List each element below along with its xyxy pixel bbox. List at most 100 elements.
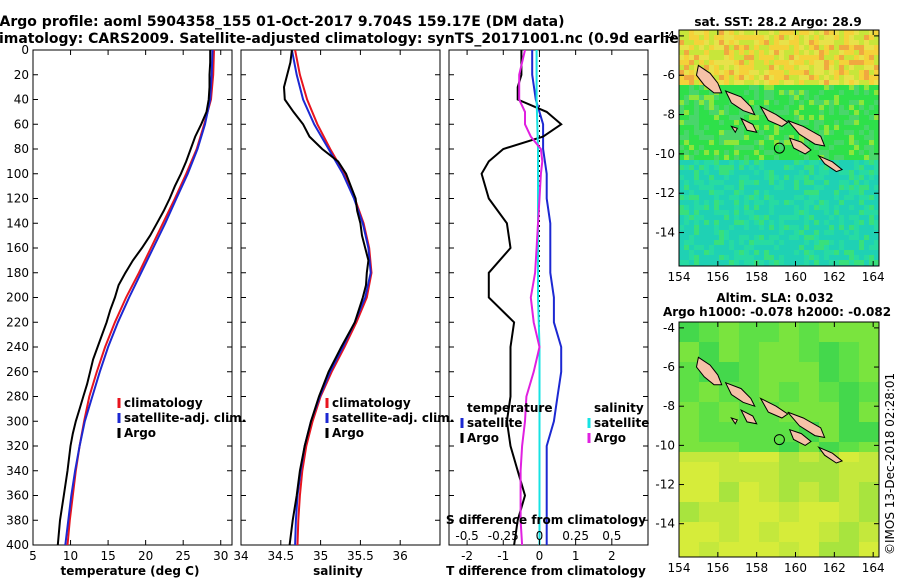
heatmap-cell [854, 125, 860, 131]
heatmap-cell [779, 482, 785, 488]
heatmap-cell [814, 215, 820, 221]
heatmap-cell [834, 452, 840, 458]
heatmap-cell [829, 527, 835, 533]
heatmap-cell [774, 255, 780, 261]
heatmap-cell [834, 230, 840, 236]
heatmap-cell [824, 362, 830, 368]
heatmap-cell [814, 240, 820, 246]
heatmap-cell [734, 502, 740, 508]
heatmap-cell [814, 412, 820, 418]
heatmap-cell [809, 60, 815, 66]
heatmap-cell [844, 392, 850, 398]
heatmap-cell [844, 507, 850, 513]
heatmap-cell [709, 140, 715, 146]
heatmap-cell [679, 342, 685, 348]
heatmap-cell [814, 155, 820, 161]
heatmap-cell [844, 235, 850, 241]
heatmap-cell [679, 130, 685, 136]
heatmap-cell [854, 215, 860, 221]
heatmap-cell [694, 210, 700, 216]
heatmap-cell [719, 447, 725, 453]
heatmap-cell [694, 322, 700, 328]
heatmap-cell [789, 502, 795, 508]
heatmap-cell [709, 230, 715, 236]
heatmap-cell [799, 70, 805, 76]
heatmap-cell [869, 427, 875, 433]
heatmap-cell [849, 407, 855, 413]
heatmap-cell [809, 322, 815, 328]
heatmap-cell [679, 65, 685, 71]
heatmap-cell [849, 235, 855, 241]
heatmap-cell [699, 447, 705, 453]
heatmap-cell [724, 332, 730, 338]
heatmap-cell [764, 477, 770, 483]
heatmap-cell [864, 190, 870, 196]
heatmap-cell [709, 170, 715, 176]
heatmap-cell [759, 245, 765, 251]
heatmap-cell [764, 255, 770, 261]
heatmap-cell [744, 482, 750, 488]
heatmap-cell [769, 75, 775, 81]
heatmap-cell [794, 387, 800, 393]
heatmap-cell [804, 140, 810, 146]
y-tick-label: -4 [663, 321, 675, 335]
heatmap-cell [839, 250, 845, 256]
heatmap-cell [749, 175, 755, 181]
heatmap-cell [784, 205, 790, 211]
heatmap-cell [774, 50, 780, 56]
heatmap-cell [804, 397, 810, 403]
heatmap-cell [859, 367, 865, 373]
heatmap-cell [864, 342, 870, 348]
heatmap-cell [809, 502, 815, 508]
heatmap-cell [759, 110, 765, 116]
heatmap-cell [809, 115, 815, 121]
heatmap-cell [774, 422, 780, 428]
heatmap-cell [809, 397, 815, 403]
heatmap-cell [829, 60, 835, 66]
heatmap-cell [839, 55, 845, 61]
heatmap-cell [844, 477, 850, 483]
heatmap-cell [779, 367, 785, 373]
heatmap-cell [834, 337, 840, 343]
heatmap-cell [809, 240, 815, 246]
heatmap-cell [809, 357, 815, 363]
heatmap-cell [689, 332, 695, 338]
heatmap-cell [704, 352, 710, 358]
heatmap-cell [704, 472, 710, 478]
heatmap-cell [729, 120, 735, 126]
heatmap-cell [754, 245, 760, 251]
heatmap-cell [819, 95, 825, 101]
heatmap-cell [829, 205, 835, 211]
heatmap-cell [844, 30, 850, 36]
heatmap-cell [769, 552, 775, 557]
heatmap-cell [799, 392, 805, 398]
heatmap-cell [739, 542, 745, 548]
heatmap-cell [849, 422, 855, 428]
heatmap-cell [679, 95, 685, 101]
heatmap-cell [829, 55, 835, 61]
heatmap-cell [749, 190, 755, 196]
heatmap-cell [739, 452, 745, 458]
heatmap-cell [814, 180, 820, 186]
heatmap-cell [814, 30, 820, 36]
heatmap-cell [794, 235, 800, 241]
heatmap-cell [709, 35, 715, 41]
heatmap-cell [789, 442, 795, 448]
heatmap-cell [704, 382, 710, 388]
heatmap-cell [854, 165, 860, 171]
heatmap-cell [759, 467, 765, 473]
heatmap-cell [809, 155, 815, 161]
heatmap-cell [679, 175, 685, 181]
heatmap-cell [714, 190, 720, 196]
series-t-argo [480, 50, 563, 545]
heatmap-cell [859, 95, 865, 101]
heatmap-cell [824, 35, 830, 41]
heatmap-cell [779, 175, 785, 181]
heatmap-cell [754, 65, 760, 71]
heatmap-cell [729, 240, 735, 246]
heatmap-cell [774, 110, 780, 116]
heatmap-cell [784, 377, 790, 383]
heatmap-cell [779, 517, 785, 523]
heatmap-cell [819, 65, 825, 71]
heatmap-cell [754, 150, 760, 156]
